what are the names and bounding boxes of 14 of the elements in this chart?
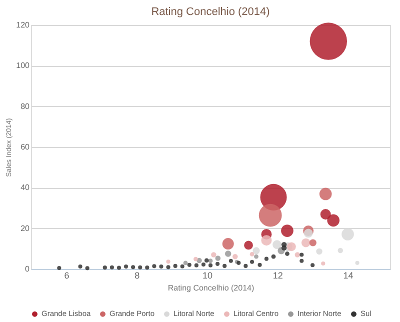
y-tick-label: 80 [20, 102, 30, 111]
y-tick-label: 60 [20, 142, 30, 152]
chart-title: Rating Concelhio (2014) [151, 6, 270, 18]
x-axis-title: Rating Concelhio (2014) [168, 284, 254, 292]
y-tick-label: 20 [20, 224, 30, 233]
y-tick-label: 0 [25, 264, 30, 274]
y-tick-label: 40 [20, 183, 30, 192]
x-tick-label: 12 [272, 270, 283, 280]
x-tick-label: 10 [202, 270, 212, 280]
y-tick-label: 100 [16, 61, 30, 70]
x-tick-label: 14 [343, 270, 354, 280]
x-tick-label: 6 [64, 270, 70, 280]
x-tick-label: 8 [134, 270, 140, 280]
y-tick-label: 120 [16, 20, 30, 30]
